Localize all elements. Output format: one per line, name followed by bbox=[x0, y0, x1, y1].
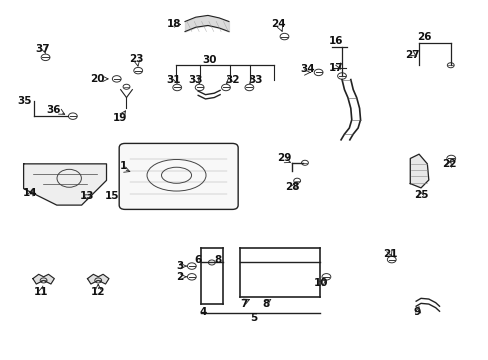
Text: 33: 33 bbox=[188, 75, 203, 85]
Text: 7: 7 bbox=[239, 299, 247, 309]
Text: 16: 16 bbox=[328, 36, 343, 46]
Text: 18: 18 bbox=[166, 19, 181, 29]
Text: 14: 14 bbox=[22, 188, 37, 198]
Text: 34: 34 bbox=[300, 64, 315, 74]
Text: 23: 23 bbox=[129, 54, 143, 64]
Text: 28: 28 bbox=[285, 182, 299, 192]
Text: 30: 30 bbox=[202, 54, 216, 64]
Text: 32: 32 bbox=[225, 75, 240, 85]
Text: 11: 11 bbox=[33, 287, 48, 297]
Polygon shape bbox=[409, 154, 428, 188]
Text: 35: 35 bbox=[17, 96, 31, 106]
Text: 26: 26 bbox=[416, 32, 430, 41]
Polygon shape bbox=[33, 274, 54, 284]
Text: 33: 33 bbox=[247, 75, 262, 85]
Text: 20: 20 bbox=[90, 74, 104, 84]
Text: 24: 24 bbox=[271, 19, 285, 29]
Text: 25: 25 bbox=[413, 190, 427, 200]
Text: 36: 36 bbox=[46, 105, 61, 115]
Text: 6: 6 bbox=[194, 255, 201, 265]
Text: 13: 13 bbox=[80, 191, 95, 201]
Text: 8: 8 bbox=[214, 255, 221, 265]
Text: 19: 19 bbox=[113, 113, 127, 123]
Text: 12: 12 bbox=[91, 287, 105, 297]
Text: 21: 21 bbox=[383, 248, 397, 258]
Text: 10: 10 bbox=[314, 278, 328, 288]
Text: 37: 37 bbox=[35, 44, 50, 54]
Text: 1: 1 bbox=[120, 161, 127, 171]
Text: 8: 8 bbox=[262, 299, 269, 309]
Text: 15: 15 bbox=[104, 191, 119, 201]
Polygon shape bbox=[23, 164, 106, 205]
Text: 2: 2 bbox=[176, 272, 183, 282]
Text: 29: 29 bbox=[277, 153, 291, 163]
Text: 17: 17 bbox=[328, 63, 343, 73]
Text: 5: 5 bbox=[250, 313, 257, 323]
Text: 31: 31 bbox=[166, 75, 181, 85]
Text: 4: 4 bbox=[199, 307, 206, 316]
Text: 9: 9 bbox=[413, 307, 420, 316]
FancyBboxPatch shape bbox=[119, 143, 238, 210]
Text: 3: 3 bbox=[176, 261, 183, 271]
Text: 27: 27 bbox=[405, 50, 419, 60]
Polygon shape bbox=[87, 274, 109, 284]
Text: 22: 22 bbox=[441, 159, 456, 169]
